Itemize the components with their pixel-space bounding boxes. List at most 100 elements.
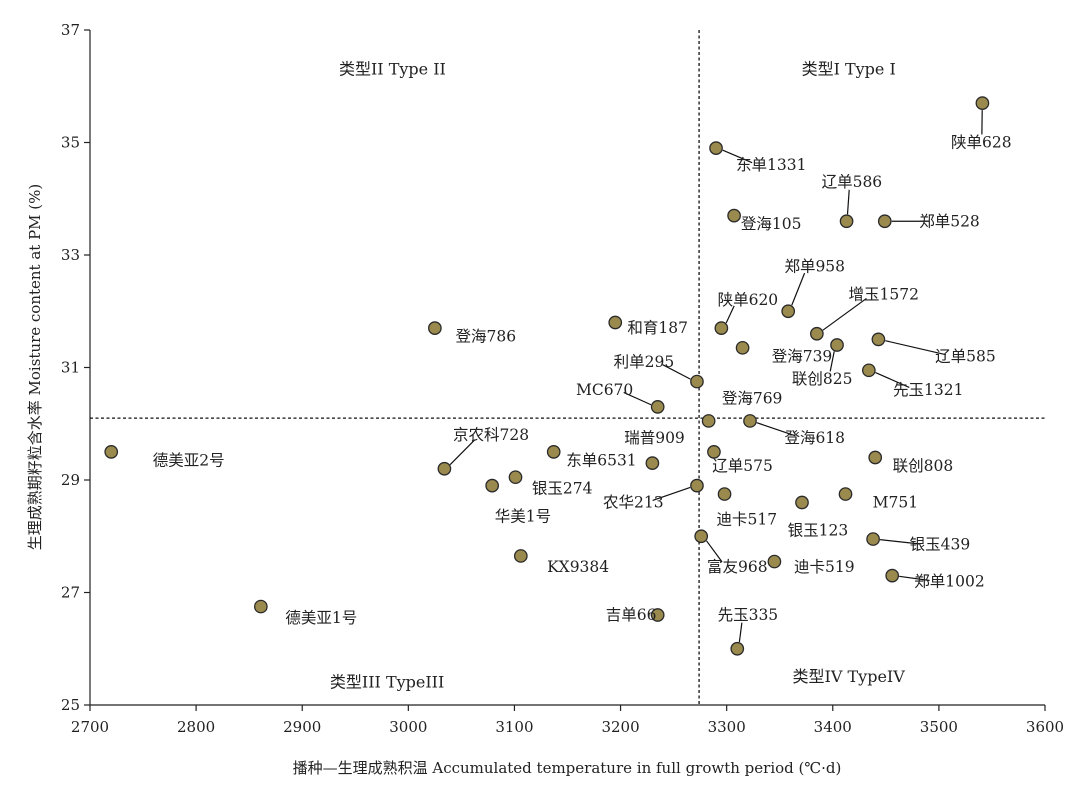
leader-line-968 bbox=[706, 540, 723, 563]
point-label-kx9384: KX9384 bbox=[547, 558, 609, 576]
data-point-769 bbox=[701, 414, 716, 428]
point-label-6531: 东单6531 bbox=[566, 451, 636, 469]
data-point-1331 bbox=[709, 141, 723, 155]
quadrant-label: 类型II Type II bbox=[339, 59, 446, 78]
data-point-1002 bbox=[885, 568, 900, 583]
x-tick-label: 3500 bbox=[920, 718, 958, 736]
data-point-66 bbox=[650, 608, 665, 622]
point-label-968: 富友968 bbox=[707, 558, 768, 576]
leader-line-586 bbox=[846, 189, 850, 215]
point-label-909: 瑞普909 bbox=[624, 429, 685, 447]
leader-line-620 bbox=[725, 305, 735, 324]
y-tick-label: 37 bbox=[61, 21, 80, 39]
point-label-1: 德美亚1号 bbox=[285, 609, 357, 627]
point-label-105: 登海105 bbox=[741, 215, 802, 233]
data-point-618 bbox=[743, 414, 757, 428]
data-point-105 bbox=[727, 208, 741, 223]
point-label-123: 银玉123 bbox=[788, 522, 849, 540]
quadrant-labels: 类型I Type I 类型II Type II 类型III TypeIII 类型IV … bbox=[330, 59, 905, 691]
point-label-295: 利单295 bbox=[614, 353, 675, 371]
data-point-335 bbox=[730, 641, 745, 656]
y-axis-title: 生理成熟期籽粒含水率 Moisture content at PM (%) bbox=[26, 184, 44, 551]
quadrant-label: 类型I Type I bbox=[802, 59, 896, 78]
point-label-mc670: MC670 bbox=[576, 381, 633, 399]
leader-line-213 bbox=[652, 486, 691, 502]
data-point-517 bbox=[717, 487, 732, 501]
point-label-728: 京农科728 bbox=[453, 426, 529, 444]
data-point-213 bbox=[690, 478, 704, 493]
point-label-m751: M751 bbox=[873, 494, 918, 512]
data-point-1 bbox=[253, 599, 268, 614]
quadrant-label: 类型IV TypeIV bbox=[793, 667, 906, 686]
point-label-1321: 先玉1321 bbox=[893, 381, 963, 399]
x-tick-label: 3200 bbox=[601, 718, 639, 736]
point-label-66: 吉单66 bbox=[606, 606, 657, 624]
leader-line-1572 bbox=[822, 297, 867, 331]
point-label-519: 迪卡519 bbox=[794, 558, 855, 576]
data-point-519 bbox=[767, 554, 782, 569]
data-point-586 bbox=[839, 214, 854, 229]
reference-lines bbox=[90, 30, 1045, 705]
data-point-528 bbox=[877, 214, 892, 229]
data-point-mc670 bbox=[650, 400, 665, 414]
data-point-585 bbox=[871, 332, 886, 347]
x-tick-label: 2800 bbox=[177, 718, 215, 736]
data-point-1 bbox=[485, 478, 500, 493]
point-label-439: 银玉439 bbox=[910, 536, 971, 554]
leader-line-mc670 bbox=[623, 391, 652, 406]
x-tick-label: 3400 bbox=[814, 718, 852, 736]
leader-line-335 bbox=[738, 622, 743, 643]
leader-line-618 bbox=[756, 422, 796, 437]
point-label-769: 登海769 bbox=[722, 389, 783, 407]
data-point-m751 bbox=[838, 487, 853, 501]
point-label-786: 登海786 bbox=[455, 328, 516, 346]
point-label-575: 辽单575 bbox=[712, 457, 773, 475]
y-axis-ticks: 25 27 29 31 33 35 37 bbox=[61, 21, 90, 714]
point-label-2: 德美亚2号 bbox=[153, 451, 225, 469]
point-label-825: 联创825 bbox=[792, 370, 853, 388]
point-label-274: 银玉274 bbox=[532, 479, 593, 497]
data-point-2 bbox=[104, 445, 119, 459]
data-point-825 bbox=[830, 338, 844, 352]
y-tick-label: 33 bbox=[61, 246, 80, 264]
y-tick-label: 25 bbox=[61, 696, 80, 714]
x-axis-title: 播种—生理成熟积温 Accumulated temperature in ful… bbox=[293, 759, 842, 777]
data-point-968 bbox=[694, 529, 709, 544]
x-tick-label: 2700 bbox=[71, 718, 109, 736]
leader-line-1002 bbox=[899, 575, 930, 582]
data-point-274 bbox=[508, 470, 523, 485]
data-point-295 bbox=[690, 374, 704, 389]
point-label-808: 联创808 bbox=[893, 457, 954, 475]
point-label-1331: 东单1331 bbox=[736, 156, 806, 174]
point-label-528: 郑单528 bbox=[919, 212, 980, 230]
data-point-808 bbox=[868, 450, 883, 465]
data-point-123 bbox=[795, 495, 809, 510]
x-tick-label: 3000 bbox=[389, 718, 427, 736]
leader-line-728 bbox=[449, 439, 476, 466]
data-point-kx9384 bbox=[513, 549, 528, 563]
x-tick-label: 3300 bbox=[708, 718, 746, 736]
quadrant-label: 类型III TypeIII bbox=[330, 673, 444, 692]
leader-line-439 bbox=[880, 539, 921, 545]
data-points bbox=[104, 96, 990, 656]
point-label-213: 农华213 bbox=[603, 494, 664, 512]
point-label-586: 辽单586 bbox=[822, 173, 883, 191]
point-label-620: 陕单620 bbox=[718, 291, 779, 309]
leader-line-825 bbox=[829, 351, 835, 372]
data-point-958 bbox=[781, 304, 796, 319]
point-label-1572: 增玉1572 bbox=[848, 285, 918, 303]
point-label-628: 陕单628 bbox=[951, 134, 1012, 152]
plot-area bbox=[89, 30, 1045, 706]
label-leader-lines bbox=[449, 110, 983, 643]
data-point-728 bbox=[437, 461, 452, 476]
data-point-187 bbox=[608, 315, 623, 330]
y-tick-label: 35 bbox=[61, 134, 80, 152]
y-tick-label: 31 bbox=[61, 359, 80, 377]
point-label-618: 登海618 bbox=[784, 429, 845, 447]
data-point-786 bbox=[428, 321, 442, 335]
leader-line-958 bbox=[791, 272, 806, 306]
point-label-335: 先玉335 bbox=[718, 606, 779, 624]
leader-line-1331 bbox=[722, 149, 753, 164]
